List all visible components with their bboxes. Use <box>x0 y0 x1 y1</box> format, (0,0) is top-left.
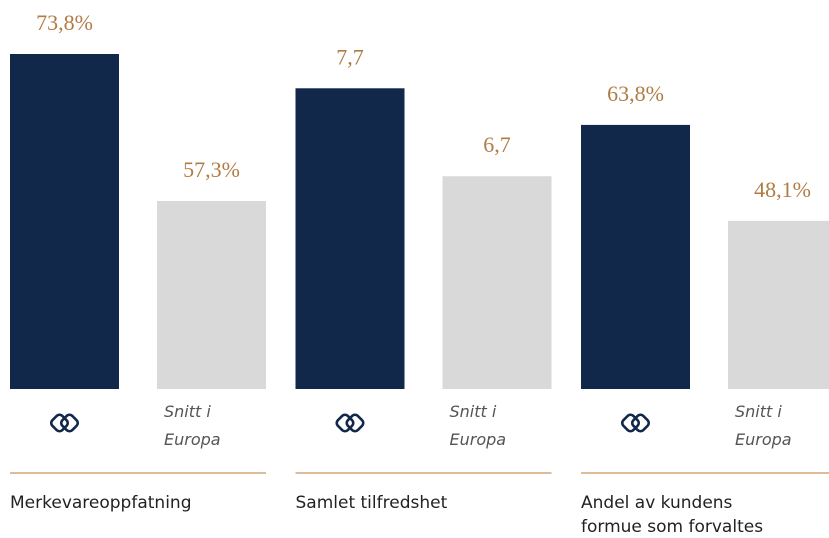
value-label: 6,7 <box>483 132 511 157</box>
value-label: 73,8% <box>36 10 93 35</box>
logo-icon <box>630 413 651 433</box>
value-label: 57,3% <box>183 157 240 182</box>
value-label: 48,1% <box>754 177 811 202</box>
logo-icon <box>59 413 80 433</box>
logo-icon <box>345 413 365 433</box>
bar <box>442 176 552 389</box>
category-label: Snitt i Europa <box>735 402 792 449</box>
bar <box>295 88 405 390</box>
bar <box>157 201 266 389</box>
value-label: 7,7 <box>336 44 364 69</box>
bar <box>10 54 119 389</box>
category-label: Snitt i Europa <box>449 402 507 449</box>
bar <box>581 124 690 389</box>
bar <box>728 220 829 389</box>
group-title: Samlet tilfredshet <box>295 493 448 513</box>
value-label: 63,8% <box>607 81 664 106</box>
group-title: Andel av kundens formue som forvaltes <box>581 493 764 537</box>
category-label: Snitt i Europa <box>164 402 221 449</box>
group-title: Merkevareoppfatning <box>10 493 192 513</box>
